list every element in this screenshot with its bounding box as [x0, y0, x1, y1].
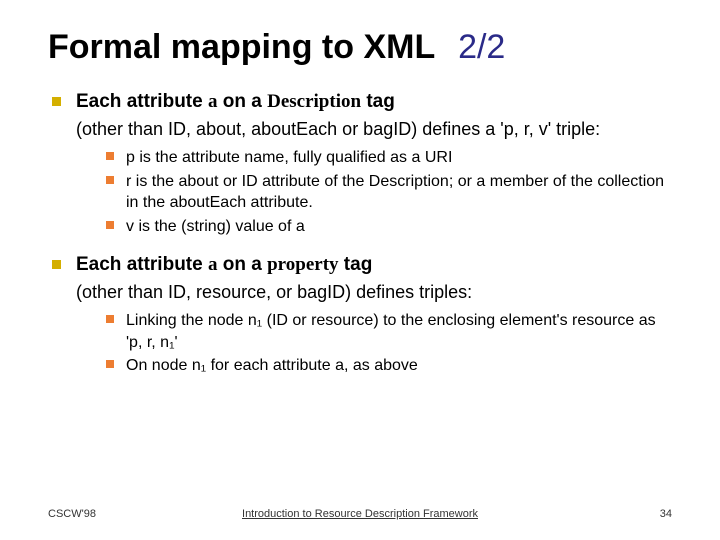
page-indicator: 2/2: [458, 28, 505, 66]
bullet-1-item-2: r is the about or ID attribute of the De…: [104, 171, 672, 214]
slide-title: Formal mapping to XML 2/2: [48, 28, 672, 67]
b2-code: property: [267, 254, 338, 275]
bullet-1: Each attribute a on a Description tag: [48, 91, 672, 113]
bullet-2-sub: (other than ID, resource, or bagID) defi…: [76, 280, 672, 304]
bullet-1-item-3: v is the (string) value of a: [104, 216, 672, 238]
bullet-2-item-2: On node n₁ for each attribute a, as abov…: [104, 355, 672, 377]
b1-post: tag: [361, 91, 395, 112]
b1-code: Description: [267, 91, 361, 112]
footer: CSCW'98 Introduction to Resource Descrip…: [48, 508, 672, 520]
b2-post: tag: [339, 254, 373, 275]
footer-center: Introduction to Resource Description Fra…: [242, 508, 478, 520]
b1-mid: on a: [217, 91, 267, 112]
bullet-1-item-1: p is the attribute name, fully qualified…: [104, 147, 672, 169]
b1-pre: Each attribute: [76, 91, 208, 112]
bullet-2-item-1: Linking the node n₁ (ID or resource) to …: [104, 310, 672, 353]
footer-page-number: 34: [660, 508, 672, 520]
footer-left: CSCW'98: [48, 508, 96, 520]
b2-pre: Each attribute: [76, 254, 208, 275]
b2-mid: on a: [217, 254, 267, 275]
bullet-2: Each attribute a on a property tag: [48, 254, 672, 276]
bullet-1-sub: (other than ID, about, aboutEach or bagI…: [76, 117, 672, 141]
title-text: Formal mapping to XML: [48, 28, 435, 66]
